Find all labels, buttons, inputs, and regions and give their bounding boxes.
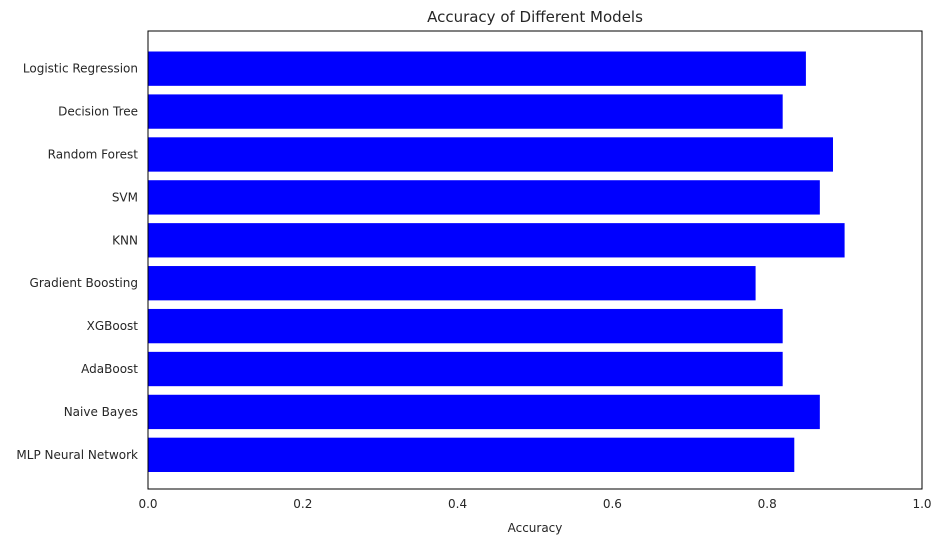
y-tick-label: Logistic Regression xyxy=(23,62,138,76)
y-tick-label: Naive Bayes xyxy=(64,405,138,419)
x-ticks: 0.0 0.2 0.4 0.6 0.8 1.0 xyxy=(138,497,931,511)
bar-mlp-neural-network xyxy=(148,437,795,472)
bar-decision-tree xyxy=(148,94,783,129)
x-axis-label: Accuracy xyxy=(508,521,563,535)
y-tick-labels: Logistic Regression Decision Tree Random F… xyxy=(16,62,138,462)
bar-random-forest xyxy=(148,137,833,172)
y-tick-label: AdaBoost xyxy=(81,362,138,376)
x-tick-label: 0.2 xyxy=(293,497,312,511)
bar-naive-bayes xyxy=(148,394,820,430)
x-tick-label: 1.0 xyxy=(912,497,931,511)
x-tick-label: 0.4 xyxy=(448,497,467,511)
y-tick-label: XGBoost xyxy=(87,319,139,333)
bar-gradient-boosting xyxy=(148,266,756,301)
y-tick-label: KNN xyxy=(112,233,138,247)
bar-xgboost xyxy=(148,308,783,344)
y-tick-label: Random Forest xyxy=(48,147,139,161)
bar-svm xyxy=(148,180,820,215)
chart-title: Accuracy of Different Models xyxy=(427,8,643,26)
bar-adaboost xyxy=(148,351,783,387)
x-tick-label: 0.6 xyxy=(603,497,622,511)
bar-knn xyxy=(148,223,845,258)
x-tick-label: 0.8 xyxy=(758,497,777,511)
y-tick-label: Decision Tree xyxy=(58,105,138,119)
y-tick-label: MLP Neural Network xyxy=(16,448,138,462)
plot-frame xyxy=(147,30,923,490)
bars-layer xyxy=(148,51,845,472)
x-tick-label: 0.0 xyxy=(138,497,157,511)
bar-logistic-regression xyxy=(148,51,806,86)
y-tick-label: SVM xyxy=(112,190,138,204)
y-tick-label: Gradient Boosting xyxy=(30,276,138,290)
